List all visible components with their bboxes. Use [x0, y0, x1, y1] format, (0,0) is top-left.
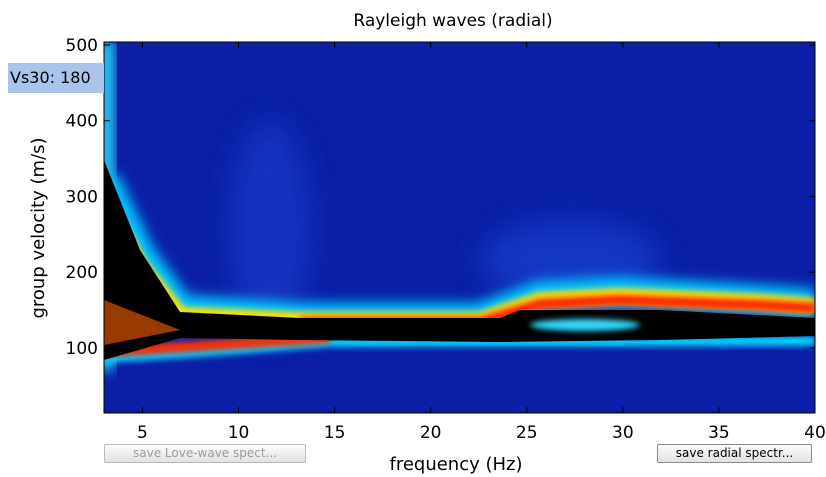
x-tick-label: 5 — [137, 423, 148, 443]
x-tick-label: 25 — [516, 423, 538, 443]
chart-title: Rayleigh waves (radial) — [353, 11, 552, 31]
y-tick-label: 500 — [66, 36, 98, 56]
axes-box — [103, 41, 816, 414]
spectrogram-image — [104, 42, 815, 413]
vs30-label: Vs30: 180 — [8, 63, 104, 93]
x-tick-label: 40 — [804, 423, 826, 443]
y-tick-label: 300 — [66, 187, 98, 207]
x-tick-label: 10 — [228, 423, 250, 443]
save-love-button: save Love-wave spect... — [104, 444, 306, 463]
ticks: 5 10 15 20 25 30 35 40 100 200 300 400 500 — [66, 36, 826, 443]
x-tick-label: 35 — [708, 423, 730, 443]
save-radial-button[interactable]: save radial spectr... — [657, 444, 812, 463]
y-tick-label: 100 — [66, 339, 98, 359]
y-axis-label: group velocity (m/s) — [28, 137, 49, 318]
x-tick-label: 20 — [420, 423, 442, 443]
y-tick-label: 200 — [66, 263, 98, 283]
x-axis-label: frequency (Hz) — [389, 454, 522, 475]
x-tick-label: 15 — [324, 423, 346, 443]
y-tick-label: 400 — [66, 112, 98, 132]
x-tick-label: 30 — [612, 423, 634, 443]
